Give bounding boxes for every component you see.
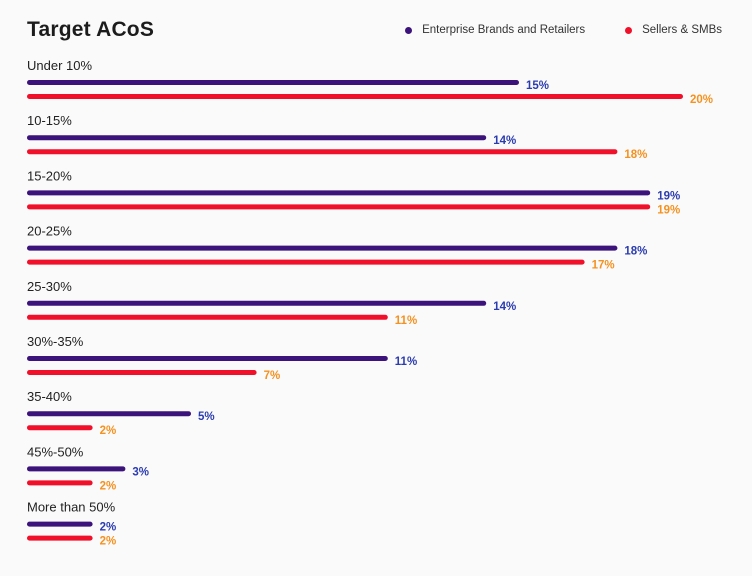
- data-label-enterprise-more-than-50: 2%: [100, 522, 117, 534]
- bar-sellers-30-35: [27, 370, 257, 375]
- bar-sellers-more-than-50: [27, 535, 93, 541]
- legend-dot-enterprise: [405, 26, 413, 34]
- bar-sellers-35-40: [27, 425, 93, 431]
- bar-sellers-25-30: [27, 314, 388, 320]
- chart-title: Target ACoS: [27, 18, 155, 41]
- legend: Enterprise Brands and Retailers Sellers …: [365, 24, 722, 36]
- bar-sellers-under-10: [27, 94, 683, 99]
- data-label-sellers-under-10: 20%: [690, 94, 713, 106]
- data-label-enterprise-35-40: 5%: [198, 411, 215, 423]
- data-label-enterprise-10-15: 14%: [493, 135, 516, 147]
- data-label-sellers-20-25: 17%: [592, 260, 615, 272]
- bar-enterprise-20-25: [27, 245, 618, 251]
- category-label-under-10: Under 10%: [27, 58, 92, 73]
- category-label-25-30: 25-30%: [27, 279, 72, 294]
- bar-enterprise-10-15: [27, 135, 487, 141]
- category-label-35-40: 35-40%: [27, 389, 72, 404]
- data-label-enterprise-25-30: 14%: [493, 301, 516, 313]
- bar-sellers-15-20: [27, 204, 651, 210]
- legend-dot-sellers: [625, 26, 633, 34]
- data-label-enterprise-30-35: 11%: [395, 356, 417, 368]
- legend-item-sellers: Sellers & SMBs: [625, 24, 722, 36]
- bar-sellers-10-15: [27, 149, 618, 155]
- bar-enterprise-under-10: [27, 80, 519, 85]
- data-label-sellers-15-20: 19%: [657, 204, 680, 216]
- category-label-15-20: 15-20%: [27, 168, 72, 183]
- data-label-sellers-30-35: 7%: [264, 370, 281, 382]
- bar-enterprise-25-30: [27, 300, 487, 306]
- category-label-more-than-50: More than 50%: [27, 500, 116, 515]
- category-label-30-35: 30%-35%: [27, 334, 84, 349]
- data-label-enterprise-15-20: 19%: [657, 190, 680, 202]
- category-label-45-50: 45%-50%: [27, 444, 84, 459]
- bar-enterprise-30-35: [27, 356, 388, 361]
- data-label-sellers-10-15: 18%: [624, 149, 647, 161]
- legend-label-enterprise: Enterprise Brands and Retailers: [422, 24, 586, 36]
- bar-enterprise-45-50: [27, 466, 126, 472]
- legend-item-enterprise: Enterprise Brands and Retailers: [405, 24, 585, 36]
- data-label-enterprise-45-50: 3%: [132, 466, 149, 478]
- bar-enterprise-35-40: [27, 411, 191, 417]
- bar-sellers-20-25: [27, 259, 585, 265]
- data-label-enterprise-under-10: 15%: [526, 80, 549, 92]
- data-label-enterprise-20-25: 18%: [624, 246, 647, 258]
- category-label-20-25: 20-25%: [27, 224, 72, 239]
- data-label-sellers-more-than-50: 2%: [100, 536, 117, 548]
- bar-sellers-45-50: [27, 480, 93, 486]
- data-label-sellers-45-50: 2%: [100, 480, 117, 492]
- data-label-sellers-25-30: 11%: [395, 315, 417, 327]
- legend-label-sellers: Sellers & SMBs: [642, 24, 722, 36]
- data-label-sellers-35-40: 2%: [100, 425, 117, 437]
- bar-enterprise-more-than-50: [27, 521, 93, 527]
- category-label-10-15: 10-15%: [27, 113, 72, 128]
- bar-enterprise-15-20: [27, 190, 651, 196]
